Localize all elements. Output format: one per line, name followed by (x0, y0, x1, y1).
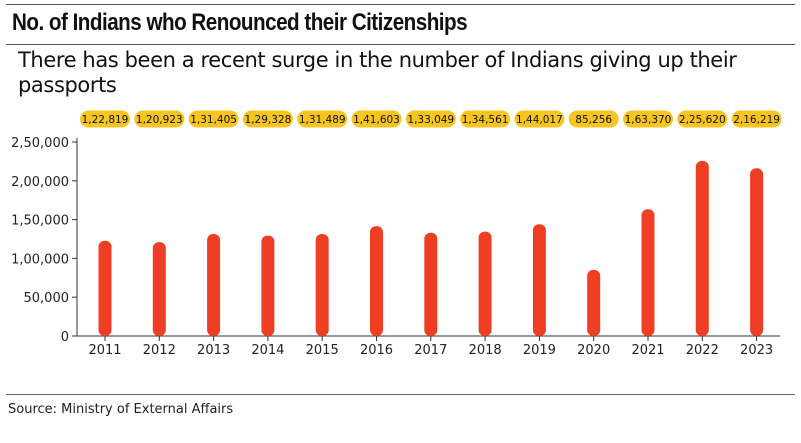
data-label: 1,33,049 (407, 114, 454, 126)
bar-2014 (261, 235, 275, 336)
x-tick-label: 2018 (469, 343, 502, 358)
chart-title: No. of Indians who Renounced their Citiz… (12, 9, 468, 36)
source-note: Source: Ministry of External Affairs (8, 402, 234, 417)
x-tick-label: 2013 (197, 343, 230, 358)
data-label-pill (188, 110, 239, 128)
bar-2020 (587, 269, 601, 336)
data-label-pill (297, 110, 348, 128)
x-tick-label: 2015 (306, 343, 339, 358)
x-tick-label: 2014 (251, 343, 284, 358)
data-label-pill (242, 110, 293, 128)
data-label: 1,41,603 (353, 114, 400, 126)
data-label-pill (623, 110, 673, 128)
data-label-pill (568, 110, 619, 128)
data-label: 1,29,328 (245, 114, 292, 126)
bar-chart: 0 50,000 1,00,000 1,50,000 2,00,000 2,50,000 2… (11, 110, 782, 358)
data-label-pill (731, 110, 782, 128)
bar-2022 (695, 160, 709, 336)
data-label: 1,20,923 (136, 114, 183, 126)
x-tick-label: 2012 (143, 343, 176, 358)
data-label-pill (677, 110, 728, 128)
x-tick-label: 2021 (631, 343, 664, 358)
y-tick-label: 2,50,000 (11, 136, 69, 151)
x-tick-label: 2011 (88, 343, 121, 358)
y-tick-label: 2,00,000 (11, 175, 69, 190)
bar-2017 (424, 232, 438, 336)
bar-2015 (315, 233, 329, 336)
bar-2011 (98, 240, 112, 336)
x-tick-label: 2016 (360, 343, 393, 358)
bar-2023 (750, 168, 764, 336)
data-label: 1,44,017 (516, 114, 563, 126)
data-label: 1,63,370 (625, 114, 672, 126)
bar-2018 (478, 231, 492, 336)
data-label: 2,25,620 (679, 114, 726, 126)
data-label: 85,256 (575, 114, 612, 126)
data-label-pill (134, 110, 185, 128)
x-tick-label: 2019 (523, 343, 556, 358)
y-tick-label: 1,00,000 (11, 252, 69, 267)
data-label-pill (351, 110, 402, 128)
title-rule (6, 44, 795, 45)
data-label-pill (514, 110, 565, 128)
data-label-pill (80, 110, 130, 128)
data-label-pill (460, 110, 511, 128)
bar-2013 (207, 234, 221, 336)
x-tick-label: 2017 (414, 343, 447, 358)
data-label: 1,31,489 (299, 114, 346, 126)
x-tick-label: 2023 (740, 343, 773, 358)
chart-subtitle: There has been a recent surge in the num… (18, 48, 737, 97)
data-label-pill (405, 110, 456, 128)
bar-2019 (532, 224, 546, 336)
top-rule (6, 4, 795, 5)
data-label: 1,31,405 (190, 114, 237, 126)
data-label: 1,34,561 (462, 114, 509, 126)
bar-2016 (370, 226, 383, 336)
bar-2012 (152, 242, 166, 336)
y-tick-label: 1,50,000 (11, 214, 69, 229)
x-tick-label: 2022 (686, 343, 719, 358)
data-label: 2,16,219 (733, 114, 780, 126)
x-tick-label: 2020 (577, 343, 610, 358)
bottom-rule (6, 394, 795, 395)
y-tick-label: 50,000 (24, 291, 70, 306)
data-label: 1,22,819 (82, 114, 129, 126)
y-tick-label: 0 (61, 330, 69, 345)
bar-2021 (641, 209, 655, 336)
